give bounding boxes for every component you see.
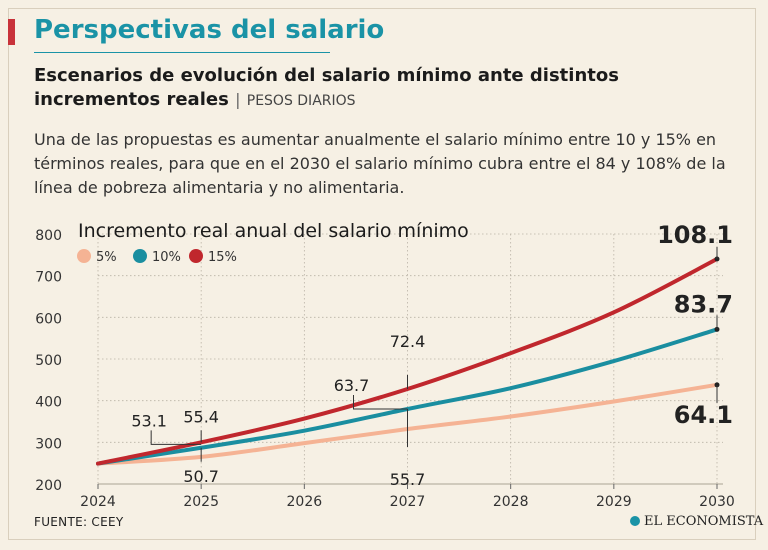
leader-531 xyxy=(150,430,202,445)
subtitle-text: Escenarios de evolución del salario míni… xyxy=(34,65,619,110)
annotation-507: 50.7 xyxy=(183,467,219,486)
y-tick-label-500: 500 xyxy=(35,353,62,369)
brand-dot-icon xyxy=(630,516,640,526)
y-tick-label-800: 800 xyxy=(35,228,62,244)
chart-title: Incremento real anual del salario mínimo xyxy=(78,220,469,242)
annotation-724: 72.4 xyxy=(390,332,426,351)
chart-subtitle: Escenarios de evolución del salario míni… xyxy=(34,64,734,113)
accent-bar xyxy=(8,19,15,45)
annotation-637: 63.7 xyxy=(334,376,370,395)
legend-label-15pct: 15% xyxy=(208,250,237,265)
annotation-531: 53.1 xyxy=(131,411,167,430)
source-note: FUENTE: CEEY xyxy=(34,515,124,529)
brand-logo: EL ECONOMISTA xyxy=(630,514,763,529)
x-tick-label-2028: 2028 xyxy=(493,494,529,510)
annotation-837: 83.7 xyxy=(674,290,733,318)
y-tick-label-200: 200 xyxy=(35,478,62,494)
annotation-1081: 108.1 xyxy=(657,221,733,249)
legend-dot-5pct xyxy=(77,249,91,263)
legend-dot-15pct xyxy=(189,249,203,263)
annotation-554: 55.4 xyxy=(183,407,219,426)
legend-dot-10pct xyxy=(133,249,147,263)
x-tick-label-2027: 2027 xyxy=(390,494,426,510)
description-text: Una de las propuestas es aumentar anualm… xyxy=(34,130,726,197)
x-tick-label-2029: 2029 xyxy=(596,494,632,510)
units-label: PESOS DIARIOS xyxy=(246,93,356,109)
y-tick-label-700: 700 xyxy=(35,270,62,286)
annotation-557: 55.7 xyxy=(390,470,426,489)
y-tick-label-600: 600 xyxy=(35,311,62,327)
legend-label-5pct: 5% xyxy=(96,250,117,265)
subtitle-separator: | xyxy=(235,90,241,109)
card-frame xyxy=(8,8,756,540)
x-tick-label-2025: 2025 xyxy=(183,494,219,510)
leader-637 xyxy=(353,395,408,410)
page-title: Perspectivas del salario xyxy=(34,15,385,45)
legend-label-10pct: 10% xyxy=(152,250,181,265)
y-tick-label-400: 400 xyxy=(35,395,62,411)
annotation-641: 64.1 xyxy=(674,401,733,429)
y-tick-label-300: 300 xyxy=(35,436,62,452)
brand-name: EL ECONOMISTA xyxy=(644,514,764,529)
x-tick-label-2030: 2030 xyxy=(699,494,735,510)
x-tick-label-2026: 2026 xyxy=(287,494,323,510)
title-underline xyxy=(34,52,330,53)
x-tick-label-2024: 2024 xyxy=(80,494,116,510)
